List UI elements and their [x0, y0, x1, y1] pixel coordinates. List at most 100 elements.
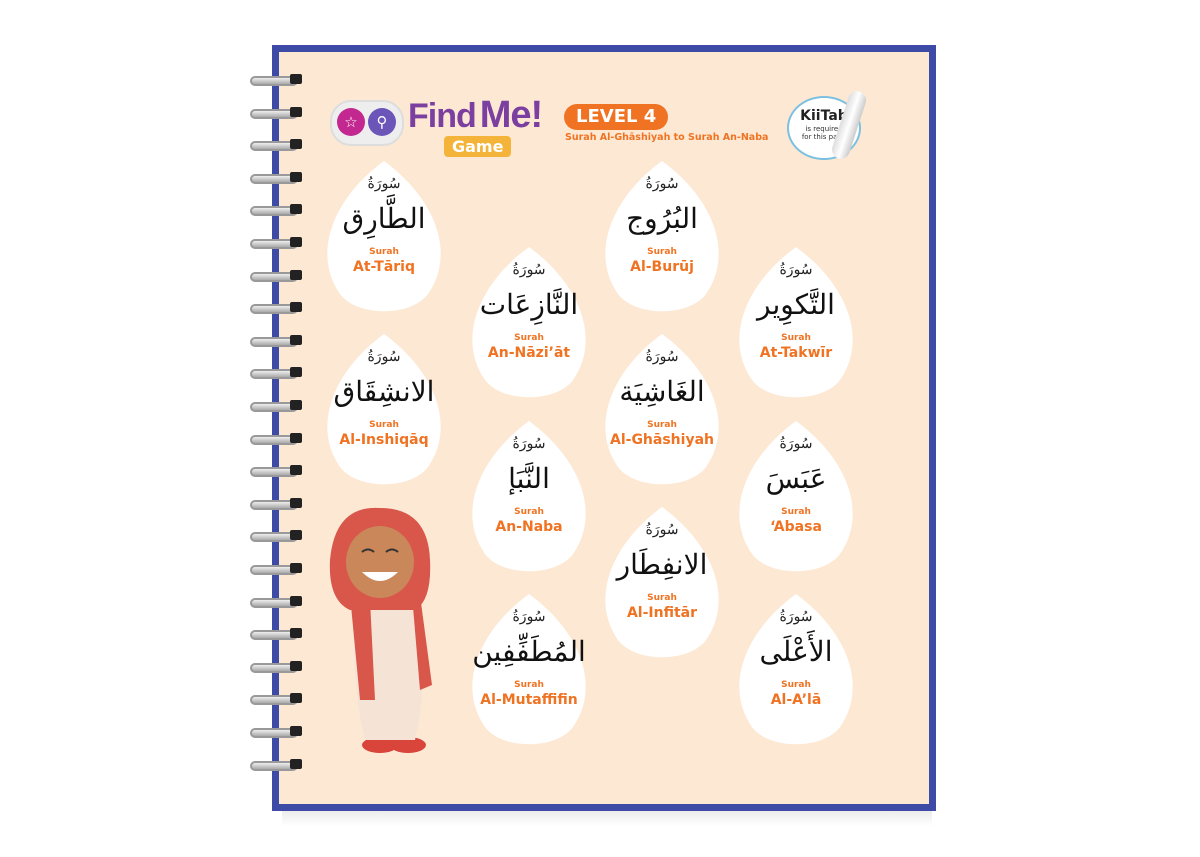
spiral-ring: [250, 726, 306, 738]
surah-card[interactable]: سُورَةُ التَّكوِير Surah At-Takwīr: [728, 245, 864, 411]
surah-label: Surah: [647, 420, 677, 430]
surah-card[interactable]: سُورَةُ الأَعْلَى Surah Al-A’lā: [728, 592, 864, 758]
spiral-ring: [250, 628, 306, 641]
surah-name-arabic: النَّازِعَات: [479, 288, 579, 321]
leaf-shape: [605, 334, 719, 485]
surah-card[interactable]: سُورَةُ المُطَفِّفِين Surah Al-Mutaffifin: [461, 592, 597, 758]
spiral-ring: [250, 660, 306, 673]
surah-label: Surah: [514, 507, 544, 517]
surah-name-arabic: النَّبَإ: [508, 462, 550, 495]
surah-label-arabic: سُورَةُ: [512, 262, 546, 278]
surah-card[interactable]: سُورَةُ الطَّارِق Surah At-Tāriq: [316, 159, 452, 325]
leaf-shape: [739, 247, 853, 398]
leaf-shape: [472, 594, 586, 745]
surah-label-arabic: سُورَةُ: [367, 349, 401, 365]
surah-label-arabic: سُورَةُ: [512, 436, 546, 452]
surah-label-arabic: سُورَةُ: [779, 436, 813, 452]
surah-label-arabic: سُورَةُ: [779, 609, 813, 625]
leaf-shape: [472, 421, 586, 572]
surah-name: Al-Mutaffifin: [480, 692, 578, 708]
surah-name: Al-Ghāshiyah: [610, 432, 714, 448]
surah-label: Surah: [514, 333, 544, 343]
surah-label-arabic: سُورَةُ: [512, 609, 546, 625]
surah-label: Surah: [514, 680, 544, 690]
spiral-ring: [250, 432, 306, 445]
star-icon: ☆: [337, 108, 365, 136]
surah-card[interactable]: سُورَةُ النَّازِعَات Surah An-Nāzi’āt: [461, 245, 597, 411]
spiral-ring: [250, 497, 306, 510]
surah-label: Surah: [369, 247, 399, 257]
surah-card[interactable]: سُورَةُ الغَاشِيَة Surah Al-Ghāshiyah: [594, 332, 730, 498]
spiral-ring: [250, 465, 306, 478]
surah-name: At-Tāriq: [352, 259, 415, 275]
kiitab-note: is required: [805, 125, 843, 133]
kiitab-note: for this page: [801, 133, 847, 141]
surah-label-arabic: سُورَةُ: [645, 349, 679, 365]
spiral-ring: [250, 74, 306, 86]
surah-name-arabic: الأَعْلَى: [759, 635, 833, 668]
game-logo: ☆ ⚲: [330, 100, 404, 146]
surah-label-arabic: سُورَةُ: [779, 262, 813, 278]
surah-name: ‘Abasa: [770, 519, 822, 535]
spiral-ring: [250, 302, 306, 315]
spiral-ring: [250, 171, 306, 184]
girl-illustration: [329, 507, 432, 753]
surah-name-arabic: الغَاشِيَة: [619, 375, 705, 408]
spiral-ring: [250, 563, 306, 575]
surah-card[interactable]: سُورَةُ الانشِقَاق Surah Al-Inshiqāq: [316, 332, 452, 498]
leaf-shape: [472, 247, 586, 398]
spiral-ring: [250, 237, 306, 249]
surah-label: Surah: [781, 680, 811, 690]
surah-name-arabic: عَبَسَ: [765, 462, 827, 495]
surah-name-arabic: التَّكوِير: [757, 288, 835, 321]
surah-name: Al-Infitār: [626, 605, 698, 621]
surah-name: Al-Burūj: [630, 259, 694, 275]
game-label: Game: [444, 136, 512, 158]
leaf-shape: [605, 161, 719, 312]
surah-card[interactable]: سُورَةُ النَّبَإ Surah An-Naba: [461, 419, 597, 585]
leaf-shape: [327, 161, 441, 312]
title-find: Find: [408, 97, 477, 135]
leaf-shape: [739, 421, 853, 572]
spiral-ring: [250, 367, 306, 380]
surah-label: Surah: [647, 593, 677, 603]
surah-label-arabic: سُورَةُ: [367, 176, 401, 192]
spiral-ring: [250, 269, 306, 282]
surah-name: Al-A’lā: [770, 692, 822, 708]
surah-card[interactable]: سُورَةُ الانفِطَار Surah Al-Infitār: [594, 505, 730, 671]
spiral-ring: [250, 106, 306, 119]
leaf-shape: [739, 594, 853, 745]
surah-name-arabic: المُطَفِّفِين: [472, 635, 586, 668]
surah-card[interactable]: سُورَةُ البُرُوج Surah Al-Burūj: [594, 159, 730, 325]
surah-label-arabic: سُورَةُ: [645, 176, 679, 192]
surah-name: At-Takwīr: [759, 345, 833, 361]
title-me: Me!: [479, 94, 543, 136]
spiral-ring: [250, 204, 306, 217]
surah-card[interactable]: سُورَةُ عَبَسَ Surah ‘Abasa: [728, 419, 864, 585]
game-title: Find Me!: [408, 94, 543, 136]
level-subtitle: Surah Al-Ghāshiyah to Surah An-Naba: [565, 132, 769, 143]
surah-label: Surah: [781, 333, 811, 343]
magnifier-icon: ⚲: [368, 108, 396, 136]
leaf-shape: [327, 334, 441, 485]
surah-name-arabic: الانفِطَار: [616, 548, 708, 581]
spiral-ring: [250, 693, 306, 706]
spiral-ring: [250, 530, 306, 543]
surah-name-arabic: الطَّارِق: [342, 202, 426, 235]
surah-label: Surah: [647, 247, 677, 257]
leaf-shape: [605, 507, 719, 658]
surah-name: An-Nāzi’āt: [487, 345, 571, 361]
spiral-ring: [250, 758, 306, 771]
spiral-ring: [250, 139, 306, 152]
surah-name-arabic: الانشِقَاق: [333, 375, 435, 408]
spiral-ring: [250, 400, 306, 412]
surah-label: Surah: [369, 420, 399, 430]
surah-label-arabic: سُورَةُ: [645, 522, 679, 538]
kiitab-brand: KiiTab: [800, 108, 848, 124]
surah-label: Surah: [781, 507, 811, 517]
spiral-ring: [250, 595, 306, 608]
surah-name: An-Naba: [495, 519, 563, 535]
level-badge: LEVEL 4: [564, 104, 669, 130]
surah-name: Al-Inshiqāq: [339, 432, 429, 448]
surah-name-arabic: البُرُوج: [626, 202, 698, 235]
